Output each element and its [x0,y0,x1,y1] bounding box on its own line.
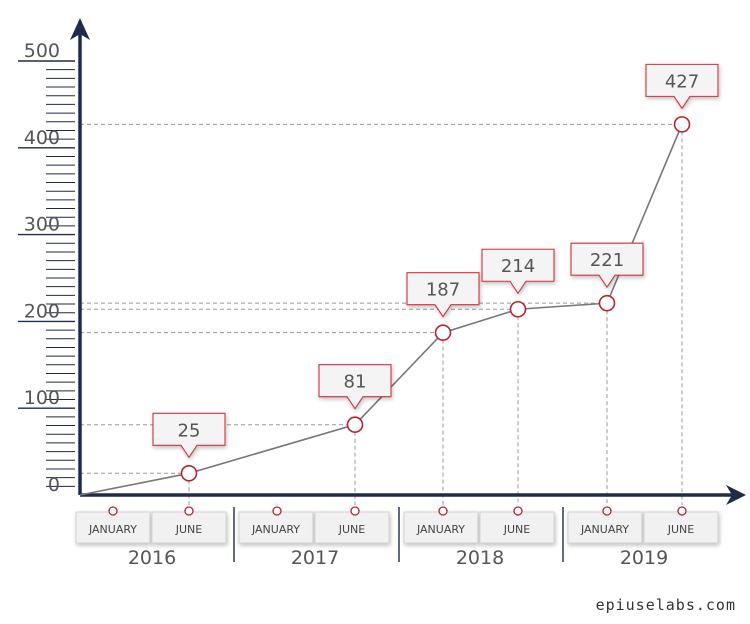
y-axis-ruler: 0 100 200 300 400 500 [18,40,75,496]
month-box [643,511,719,544]
month-marker [677,506,687,516]
data-point [673,116,691,133]
month-label: JUNE [338,523,366,536]
y-tick-label: 500 [24,40,60,62]
callout-box [481,248,555,295]
data-label: 187 [426,280,460,301]
month-marker [513,506,523,516]
callout-box [318,364,392,410]
data-point [434,324,452,341]
y-tick-label: 0 [48,474,60,496]
data-label: 427 [665,71,699,92]
y-tick-label: 400 [24,127,60,149]
data-point [180,464,198,482]
month-label: JANUARY [580,523,629,536]
year-label: 2016 [128,547,176,569]
month-label: JUNE [503,523,531,536]
year-label: 2018 [456,547,504,569]
month-box [238,511,314,544]
callout-box [570,242,644,289]
y-axis-arrow [70,18,90,40]
month-marker [438,506,448,516]
data-point [509,300,527,318]
year-label: 2019 [620,547,668,569]
y-tick-label: 100 [24,387,60,409]
series-line-group [79,116,691,496]
month-marker [272,506,282,516]
data-point [346,416,364,433]
x-axis-categories: JANUARY JUNE 2016 JANUARY JUNE 2017 JANUARY JUN… [75,506,719,569]
year-label: 2017 [291,547,339,569]
month-marker [602,506,612,516]
month-label: JANUARY [416,523,465,536]
month-label: JUNE [175,523,203,536]
data-label: 25 [178,420,201,441]
callout-box [152,412,226,459]
data-labels: 25 81 187 214 221 427 [152,63,719,459]
month-label: JANUARY [251,523,300,536]
x-axis-arrow [726,485,746,505]
month-box [314,511,390,544]
data-label: 221 [590,250,624,271]
month-box [479,511,555,544]
callout-box [645,63,719,110]
data-point [598,294,616,312]
data-label: 214 [501,256,535,277]
month-marker [108,506,118,516]
y-tick-label: 200 [24,300,60,322]
watermark: epiuselabs.com [595,596,736,614]
month-label: JANUARY [88,523,137,536]
guide-lines [80,123,683,505]
month-label: JUNE [667,523,695,536]
month-box [567,511,643,544]
month-marker [350,506,360,516]
month-box [403,511,479,544]
month-marker [184,506,194,516]
callout-box [406,272,480,318]
axes [70,18,746,505]
month-box [151,511,227,544]
y-tick-label: 300 [24,214,60,236]
data-label: 81 [344,372,367,393]
